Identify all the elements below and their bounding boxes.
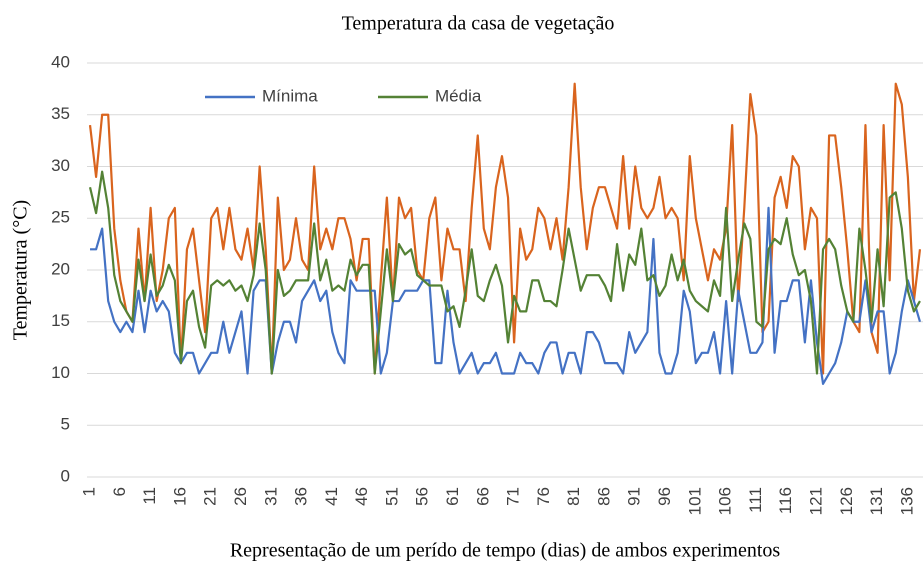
x-tick-label: 116 [776, 487, 795, 514]
x-tick-label: 76 [534, 487, 553, 506]
y-tick-label: 30 [51, 156, 70, 175]
y-tick-label: 5 [61, 415, 70, 434]
x-tick-label: 96 [655, 487, 674, 506]
y-tick-label: 25 [51, 208, 70, 227]
series-line [88, 82, 922, 375]
y-tick-label: 0 [61, 466, 70, 485]
legend-label: Mínima [262, 86, 318, 105]
y-axis-label: Temperatura (°C) [10, 200, 32, 340]
legend-label: Média [435, 86, 482, 105]
x-tick-label: 46 [352, 487, 371, 506]
y-tick-label: 20 [51, 259, 70, 278]
x-tick-label: 66 [473, 487, 492, 506]
x-tick-label: 111 [746, 487, 765, 513]
x-tick-label: 11 [140, 487, 159, 505]
x-tick-label: 91 [625, 487, 644, 506]
series-line [90, 206, 922, 385]
chart-title: Temperatura da casa de vegetação [342, 13, 615, 35]
x-tick-label: 41 [322, 487, 341, 506]
x-tick-label: 31 [261, 487, 280, 506]
x-tick-label: 131 [867, 487, 886, 515]
x-tick-label: 106 [716, 487, 735, 515]
x-tick-label: 121 [806, 487, 825, 515]
x-tick-label: 6 [110, 487, 129, 496]
x-tick-label: 21 [201, 487, 220, 506]
y-tick-label: 10 [51, 363, 70, 382]
series-line [88, 170, 921, 375]
x-tick-label: 16 [170, 487, 189, 506]
x-tick-label: 51 [382, 487, 401, 506]
x-tick-label: 1 [80, 487, 99, 496]
x-axis-label: Representação de um perído de tempo (dia… [230, 540, 781, 562]
x-tick-label: 61 [443, 487, 462, 506]
y-tick-label: 15 [51, 311, 70, 330]
x-tick-label: 126 [837, 487, 856, 515]
x-tick-label: 26 [231, 487, 250, 506]
x-tick-label: 71 [504, 487, 523, 506]
x-tick-label: 136 [897, 487, 916, 515]
x-tick-label: 56 [413, 487, 432, 506]
y-tick-label: 40 [51, 52, 70, 71]
x-tick-label: 86 [594, 487, 613, 506]
y-tick-label: 35 [51, 104, 70, 123]
x-tick-label: 81 [564, 487, 583, 506]
x-tick-label: 101 [685, 487, 704, 515]
x-tick-label: 36 [292, 487, 311, 506]
